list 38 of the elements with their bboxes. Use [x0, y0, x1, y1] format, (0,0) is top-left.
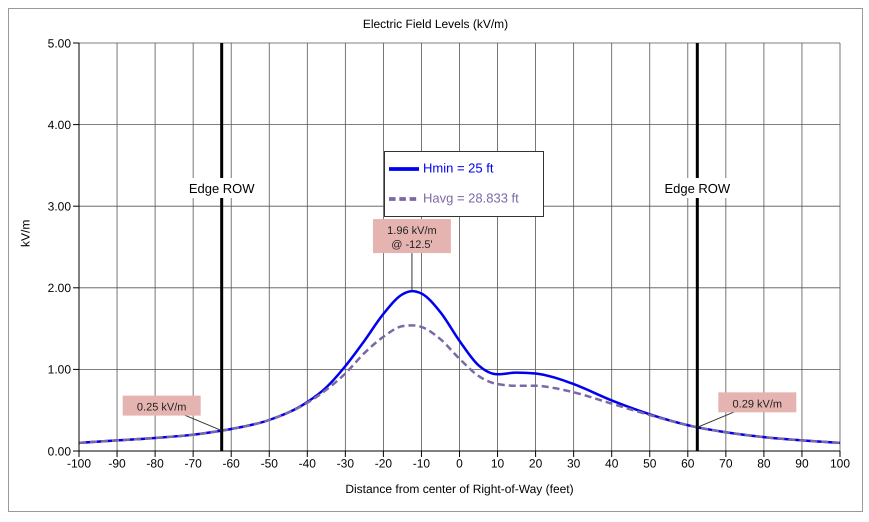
x-tick-label: -80	[146, 456, 164, 471]
annotation: 1.96 kV/m @ -12.5'	[387, 225, 437, 252]
x-tick-label: -100	[66, 456, 92, 471]
x-tick-label: 60	[681, 456, 695, 471]
x-tick-label: 90	[795, 456, 809, 471]
y-tick-label: 3.00	[48, 199, 72, 214]
x-tick-label: -40	[298, 456, 316, 471]
x-tick-label: 40	[605, 456, 619, 471]
x-tick-label: -20	[374, 456, 392, 471]
x-axis-title: Distance from center of Right-of-Way (feet)	[345, 482, 574, 496]
x-tick-label: 80	[757, 456, 771, 471]
x-tick-label: 10	[490, 456, 505, 471]
x-tick-label: -30	[336, 456, 354, 471]
y-tick-label: 1.00	[48, 362, 72, 377]
legend-label: Havg = 28.833 ft	[423, 190, 519, 206]
x-tick-label: -50	[260, 456, 278, 471]
ref-line-label: Edge ROW	[188, 181, 256, 196]
y-axis-title: kV/m	[18, 220, 32, 247]
annotation: 0.25 kV/m	[136, 402, 186, 414]
ref-line-label: Edge ROW	[664, 181, 731, 196]
x-tick-label: 0	[456, 456, 464, 471]
annotation: 0.29 kV/m	[732, 398, 782, 410]
y-tick-label: 0.00	[48, 444, 72, 458]
x-tick-label: -60	[222, 456, 240, 471]
x-tick-label: 70	[719, 456, 733, 471]
chart-title: Electric Field Levels (kV/m)	[362, 16, 510, 31]
x-tick-label: 100	[830, 456, 850, 471]
line-series	[79, 324, 840, 444]
x-tick-label: 30	[566, 456, 581, 471]
y-tick-label: 4.00	[48, 118, 72, 132]
legend-label: Hmin = 25 ft	[423, 160, 494, 176]
y-tick-label: 5.00	[48, 36, 72, 50]
x-tick-label: -90	[108, 456, 126, 471]
x-tick-label: -10	[412, 456, 430, 471]
x-tick-label: 20	[528, 456, 543, 471]
x-tick-label: -70	[184, 456, 202, 471]
x-tick-label: 50	[643, 456, 657, 471]
y-tick-label: 2.00	[48, 281, 72, 296]
